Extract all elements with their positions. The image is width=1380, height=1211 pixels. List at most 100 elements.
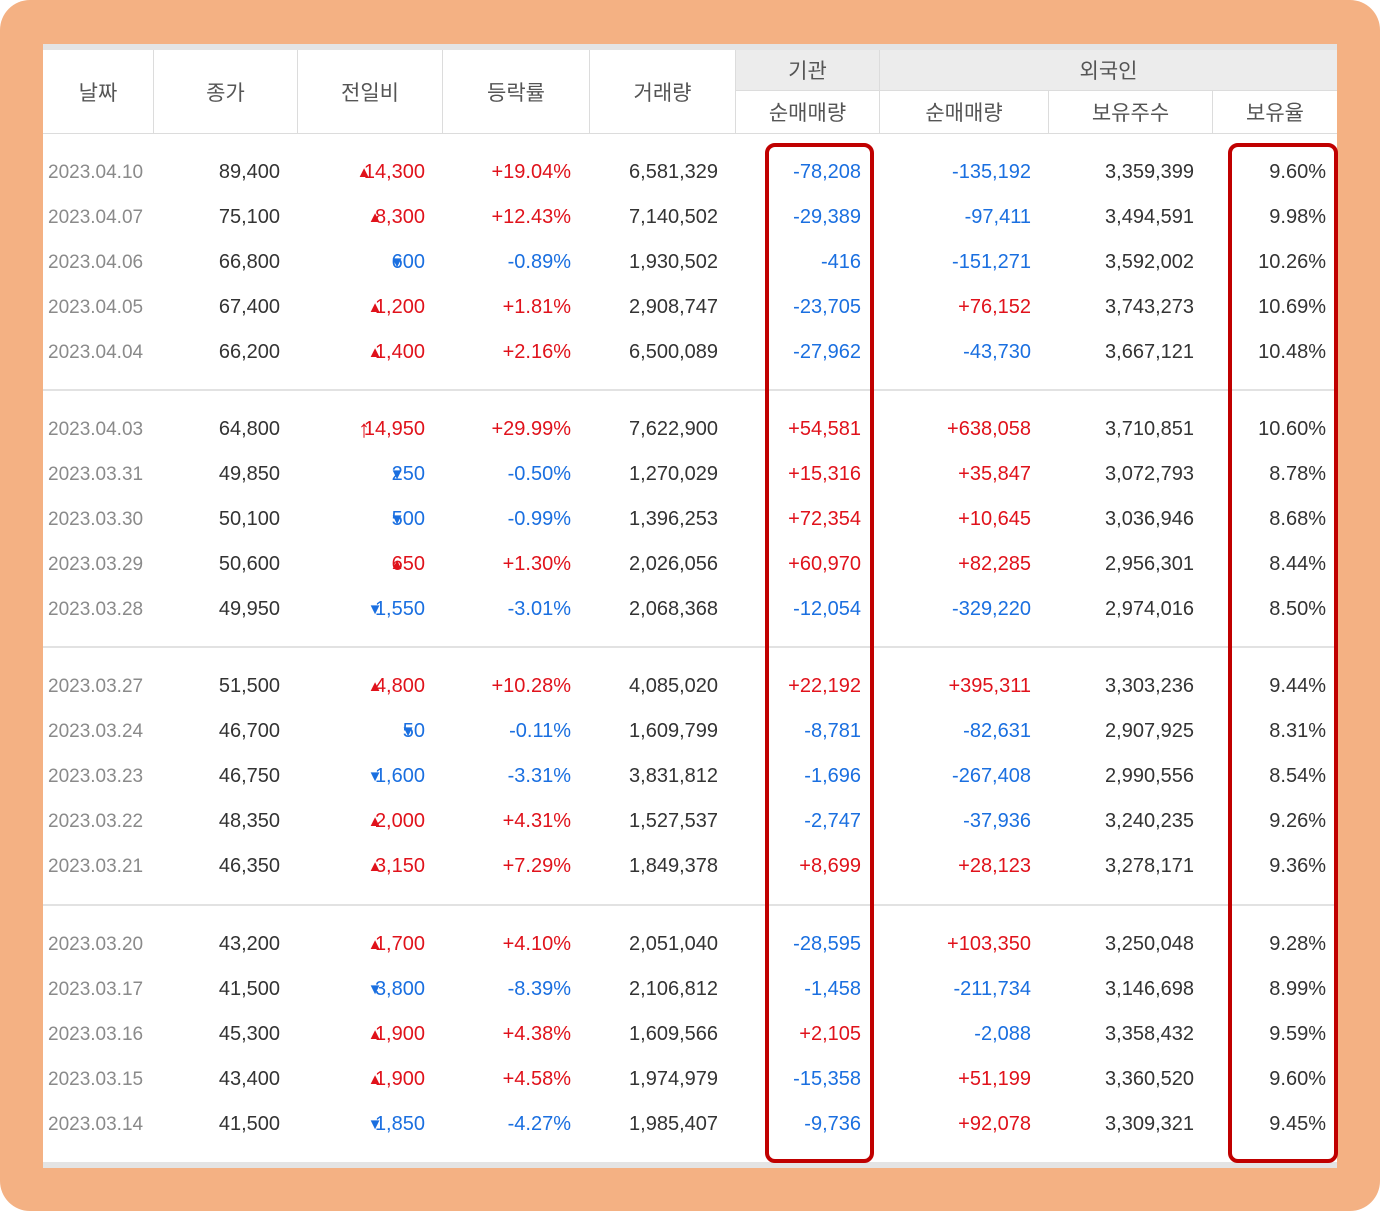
- institution-net-cell: +22,192: [788, 675, 861, 697]
- foreign-net-cell: +82,285: [958, 553, 1031, 575]
- triangle-down-icon: ▼: [367, 601, 383, 618]
- change-cell: 8,300: [374, 206, 425, 228]
- rate-cell: -0.50%: [507, 463, 571, 485]
- foreign-ratio-cell: 8.31%: [1269, 720, 1326, 742]
- volume-cell: 1,930,502: [629, 251, 718, 273]
- header-foreign-ratio[interactable]: 보유율: [1246, 100, 1304, 125]
- institution-net-cell: -1,458: [804, 978, 861, 1000]
- foreign-holdings-cell: 3,309,321: [1105, 1113, 1194, 1135]
- rate-cell: +12.43%: [491, 206, 571, 228]
- volume-cell: 1,974,979: [629, 1068, 718, 1090]
- foreign-ratio-cell: 10.48%: [1258, 341, 1326, 363]
- close-price-cell: 41,500: [218, 1113, 280, 1135]
- table-row[interactable]: 2023.03.15 43,400 ▲ 1,900 +4.58% 1,974,979 -15…: [43, 1057, 1337, 1102]
- triangle-up-icon: ▲: [367, 1071, 383, 1088]
- triangle-up-icon: ▲: [367, 858, 383, 875]
- triangle-up-icon: ▲: [367, 299, 383, 316]
- foreign-net-cell: +35,847: [958, 463, 1031, 485]
- table-row[interactable]: 2023.03.22 48,350 ▲ 2,000 +4.31% 1,527,537 -2,…: [43, 799, 1337, 844]
- change-cell: 600: [391, 251, 425, 273]
- table-row[interactable]: 2023.04.06 66,800 ▼ 600 -0.89% 1,930,502 -416 -…: [43, 240, 1337, 285]
- institution-net-cell: +2,105: [799, 1023, 861, 1045]
- header-change[interactable]: 전일비: [341, 80, 399, 105]
- table-row[interactable]: 2023.03.17 41,500 ▼ 3,800 -8.39% 2,106,812 -1,…: [43, 967, 1337, 1012]
- institution-net-cell: -28,595: [793, 933, 861, 955]
- triangle-up-icon: ▲: [367, 678, 383, 695]
- table-row[interactable]: 2023.03.16 45,300 ▲ 1,900 +4.38% 1,609,566 +2,…: [43, 1012, 1337, 1057]
- table-row[interactable]: 2023.03.28 49,950 ▼ 1,550 -3.01% 2,068,368 -12…: [43, 587, 1337, 632]
- foreign-holdings-cell: 3,359,399: [1105, 161, 1194, 183]
- foreign-holdings-cell: 2,974,016: [1105, 598, 1194, 620]
- date-cell: 2023.04.06: [48, 252, 144, 273]
- foreign-net-cell: -43,730: [963, 341, 1031, 363]
- rate-cell: +1.30%: [502, 553, 571, 575]
- header-foreign-holdings[interactable]: 보유주수: [1091, 100, 1170, 125]
- foreign-net-cell: +76,152: [958, 296, 1031, 318]
- header-divider: [589, 50, 590, 133]
- date-cell: 2023.04.10: [48, 162, 144, 183]
- foreign-ratio-cell: 8.44%: [1269, 553, 1326, 575]
- table-row[interactable]: 2023.03.29 50,600 ▲ 650 +1.30% 2,026,056 +60,9…: [43, 542, 1337, 587]
- header-institution-net[interactable]: 순매매량: [768, 100, 847, 125]
- date-cell: 2023.03.30: [48, 509, 144, 530]
- table-row[interactable]: 2023.04.03 64,800 ↑ 14,950 +29.99% 7,622,900 +…: [43, 407, 1337, 452]
- change-cell: 14,950: [363, 418, 425, 440]
- foreign-holdings-cell: 3,743,273: [1105, 296, 1194, 318]
- foreign-ratio-cell: 9.60%: [1269, 1068, 1326, 1090]
- foreign-net-cell: -82,631: [963, 720, 1031, 742]
- table-row[interactable]: 2023.03.24 46,700 ▼ 50 -0.11% 1,609,799 -8,781…: [43, 709, 1337, 754]
- group-separator: [43, 646, 1337, 648]
- table-row[interactable]: 2023.04.10 89,400 ▲ 14,300 +19.04% 6,581,329 -…: [43, 150, 1337, 195]
- foreign-holdings-cell: 3,146,698: [1105, 978, 1194, 1000]
- change-cell: 650: [391, 553, 425, 575]
- date-cell: 2023.03.31: [48, 464, 144, 485]
- foreign-ratio-cell: 9.59%: [1269, 1023, 1326, 1045]
- change-cell: 1,400: [374, 341, 425, 363]
- table-row[interactable]: 2023.03.27 51,500 ▲ 4,800 +10.28% 4,085,020 +2…: [43, 664, 1337, 709]
- close-price-cell: 66,800: [218, 251, 280, 273]
- table-row[interactable]: 2023.04.04 66,200 ▲ 1,400 +2.16% 6,500,089 -27…: [43, 330, 1337, 375]
- header-foreign-net[interactable]: 순매매량: [925, 100, 1003, 125]
- foreign-net-cell: +92,078: [958, 1113, 1031, 1135]
- change-cell: 1,200: [374, 296, 425, 318]
- table-row[interactable]: 2023.04.05 67,400 ▲ 1,200 +1.81% 2,908,747 -23…: [43, 285, 1337, 330]
- table-row[interactable]: 2023.03.20 43,200 ▲ 1,700 +4.10% 2,051,040 -28…: [43, 922, 1337, 967]
- table-row[interactable]: 2023.03.31 49,850 ▼ 250 -0.50% 1,270,029 +15,3…: [43, 452, 1337, 497]
- rate-cell: -3.01%: [507, 598, 571, 620]
- table-bottom-border: [43, 1162, 1337, 1168]
- table-row[interactable]: 2023.03.21 46,350 ▲ 3,150 +7.29% 1,849,378 +8,…: [43, 844, 1337, 889]
- arrow-up-icon: ↑: [358, 416, 370, 443]
- header-date[interactable]: 날짜: [78, 80, 118, 105]
- triangle-up-icon: ▲: [367, 936, 383, 953]
- foreign-net-cell: -37,936: [963, 810, 1031, 832]
- header-close[interactable]: 종가: [206, 80, 245, 105]
- header-rate[interactable]: 등락률: [487, 80, 545, 105]
- foreign-holdings-cell: 3,072,793: [1105, 463, 1194, 485]
- date-cell: 2023.03.14: [48, 1114, 144, 1135]
- header-foreign-group: 외국인: [880, 50, 1337, 90]
- institution-net-cell: +72,354: [788, 508, 861, 530]
- date-cell: 2023.03.27: [48, 676, 144, 697]
- table-row[interactable]: 2023.03.23 46,750 ▼ 1,600 -3.31% 3,831,812 -1,…: [43, 754, 1337, 799]
- institution-net-cell: +54,581: [788, 418, 861, 440]
- rate-cell: -4.27%: [507, 1113, 571, 1135]
- foreign-net-cell: +638,058: [947, 418, 1031, 440]
- date-cell: 2023.03.16: [48, 1024, 144, 1045]
- triangle-up-icon: ▲: [367, 209, 383, 226]
- institution-net-cell: +60,970: [788, 553, 861, 575]
- foreign-holdings-cell: 3,240,235: [1105, 810, 1194, 832]
- header-volume[interactable]: 거래량: [633, 80, 692, 105]
- foreign-net-cell: -135,192: [952, 161, 1031, 183]
- date-cell: 2023.03.22: [48, 811, 144, 832]
- date-cell: 2023.04.07: [48, 207, 144, 228]
- change-cell: 2,000: [374, 810, 425, 832]
- close-price-cell: 43,400: [218, 1068, 280, 1090]
- date-cell: 2023.03.23: [48, 766, 144, 787]
- table-row[interactable]: 2023.03.14 41,500 ▼ 1,850 -4.27% 1,985,407 -9,…: [43, 1102, 1337, 1147]
- date-cell: 2023.04.03: [48, 419, 144, 440]
- institution-net-cell: +15,316: [788, 463, 861, 485]
- group-separator: [43, 389, 1337, 391]
- date-cell: 2023.03.15: [48, 1069, 144, 1090]
- table-row[interactable]: 2023.03.30 50,100 ▼ 500 -0.99% 1,396,253 +72,3…: [43, 497, 1337, 542]
- table-row[interactable]: 2023.04.07 75,100 ▲ 8,300 +12.43% 7,140,502 -2…: [43, 195, 1337, 240]
